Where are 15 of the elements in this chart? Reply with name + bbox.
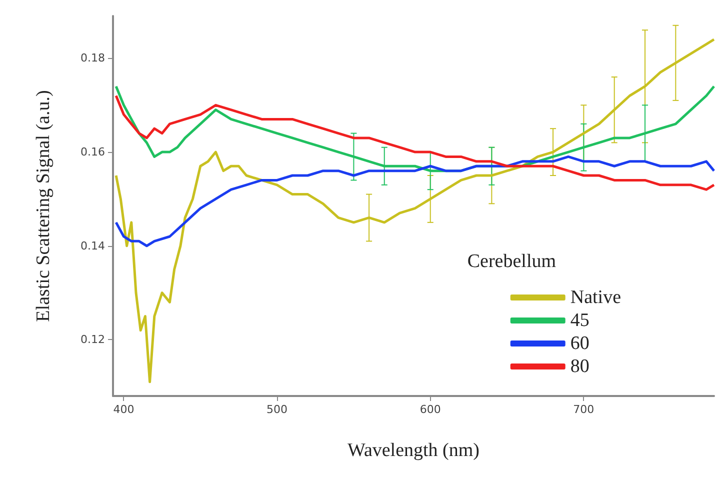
x-tick-label: 400 (113, 403, 134, 416)
y-tick-label: 0.14 (80, 239, 105, 252)
legend-label: 45 (570, 310, 590, 331)
legend-label: Native (570, 287, 622, 308)
x-axis-title: Wavelength (nm) (348, 440, 480, 461)
y-tick-label: 0.16 (80, 146, 105, 159)
y-tick-label: 0.18 (80, 52, 105, 65)
legend-title: Cerebellum (467, 251, 556, 272)
x-tick-label: 500 (266, 403, 288, 416)
legend-label: 80 (570, 356, 590, 377)
x-tick-label: 600 (420, 403, 441, 416)
legend-label: 60 (570, 333, 590, 354)
x-tick-label: 700 (573, 403, 594, 416)
y-tick-label: 0.12 (80, 333, 105, 346)
y-axis-title: Elastic Scattering Signal (a.u.) (33, 90, 54, 322)
